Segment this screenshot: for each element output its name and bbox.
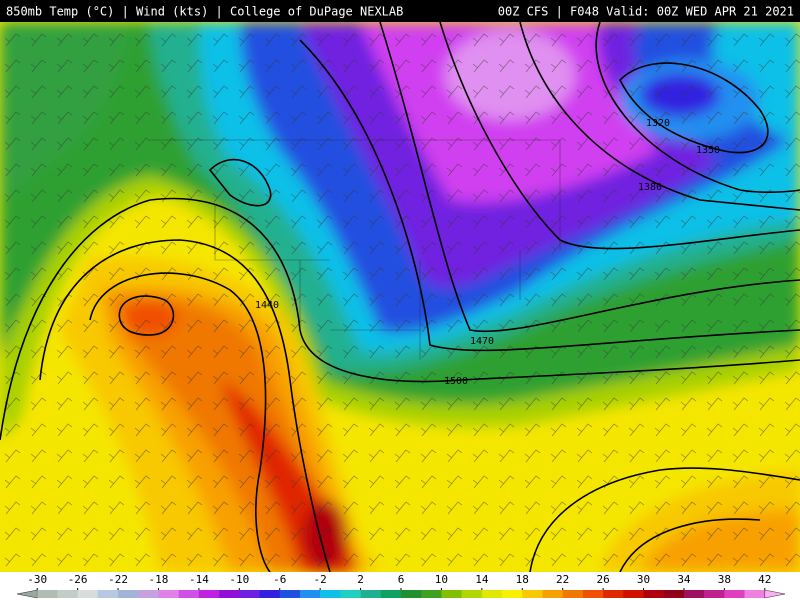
colorbar: -30 -26 -22 -18 -14 -10 -6 -2 2 6 10 14 18 22 26 30 34 38…: [16, 573, 786, 599]
colorbar-segment: [744, 590, 766, 598]
colorbar-tick-label: 6: [398, 573, 405, 586]
colorbar-tick-label: -18: [149, 573, 169, 586]
colorbar-segment: [239, 590, 260, 598]
temperature-field: [0, 22, 800, 572]
colorbar-segment: [279, 590, 301, 598]
contour-label: 1500: [444, 376, 468, 387]
header-right: 00Z CFS | F048 Valid: 00Z WED APR 21 202…: [498, 5, 794, 19]
borders: [150, 139, 561, 360]
colorbar-segment: [360, 590, 382, 598]
colorbar-segment: [623, 590, 644, 598]
contour-label: 1470: [470, 336, 494, 347]
colorbar-tick-label: 2: [357, 573, 364, 586]
colorbar-segment: [138, 590, 159, 598]
colorbar-segment: [481, 590, 503, 598]
contour-label: 1440: [255, 300, 279, 311]
colorbar-tick-label: -22: [108, 573, 128, 586]
colorbar-segment: [421, 590, 442, 598]
colorbar-tick-label: -6: [273, 573, 286, 586]
colorbar-tick-label: -14: [189, 573, 209, 586]
colorbar-segment: [259, 590, 281, 598]
colorbar-segment: [158, 590, 179, 598]
contour-label: 1350: [696, 145, 720, 156]
colorbar-tick-label: 10: [435, 573, 448, 586]
colorbar-segment: [380, 590, 402, 598]
colorbar-segment: [502, 590, 523, 598]
colorbar-tick-label: 30: [637, 573, 650, 586]
colorbar-tick-label: -10: [229, 573, 249, 586]
contour-labels: 1320 1350 1380 1440 1470 1500: [255, 118, 720, 387]
colorbar-end: [16, 589, 38, 599]
colorbar-tick-label: 14: [475, 573, 489, 586]
colorbar-tick-label: 22: [556, 573, 569, 586]
colorbar-tick-label: 34: [677, 573, 691, 586]
height-contours: [0, 22, 800, 572]
colorbar-segment: [57, 590, 78, 598]
colorbar-segment: [542, 590, 563, 598]
colorbar-segment: [603, 590, 624, 598]
colorbar-segment: [118, 590, 139, 598]
colorbar-end: [764, 589, 786, 599]
colorbar-tick-label: -26: [68, 573, 88, 586]
colorbar-segment: [340, 590, 361, 598]
colorbar-segment: [77, 590, 99, 598]
contour-label: 1320: [646, 118, 670, 129]
colorbar-segment: [299, 590, 321, 598]
colorbar-segment: [461, 590, 483, 598]
colorbar-segment: [663, 590, 685, 598]
colorbar-segment: [219, 590, 240, 598]
colorbar-segment: [320, 590, 341, 598]
colorbar-segment: [37, 590, 58, 598]
colorbar-tick-label: 38: [718, 573, 731, 586]
colorbar-segment: [683, 590, 705, 598]
contour-label: 1380: [638, 182, 662, 193]
colorbar-segment: [97, 590, 119, 598]
colorbar-tick-label: 18: [516, 573, 529, 586]
colorbar-segment: [441, 590, 462, 598]
colorbar-segment: [704, 590, 725, 598]
colorbar-segment: [643, 590, 665, 598]
header-bar: [0, 0, 800, 22]
colorbar-segment: [401, 590, 422, 598]
colorbar-segment: [582, 590, 604, 598]
colorbar-segment: [198, 590, 220, 598]
colorbar-segment: [562, 590, 584, 598]
colorbar-tick-label: 42: [758, 573, 771, 586]
colorbar-tick-label: 26: [596, 573, 609, 586]
header-left: 850mb Temp (°C) | Wind (kts) | College o…: [6, 5, 403, 19]
colorbar-tick-label: -2: [314, 573, 327, 586]
colorbar-segment: [724, 590, 745, 598]
colorbar-segment: [522, 590, 543, 598]
colorbar-segment: [178, 590, 200, 598]
colorbar-tick-label: -30: [27, 573, 47, 586]
